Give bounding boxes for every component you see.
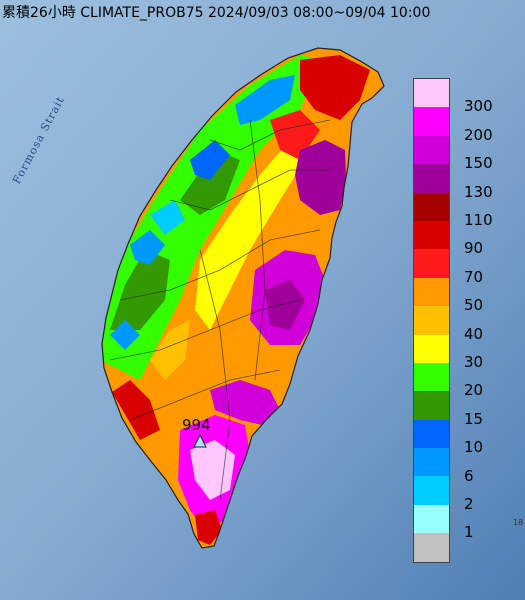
legend-swatch <box>414 164 449 193</box>
legend-label: 20 <box>464 381 484 400</box>
legend-swatch <box>414 504 449 534</box>
legend-label: 6 <box>464 466 474 485</box>
legend-swatch <box>414 334 449 363</box>
legend-label: 40 <box>464 324 484 343</box>
legend-label: 70 <box>464 267 484 286</box>
legend-swatch <box>414 135 449 165</box>
legend-swatch <box>414 476 449 505</box>
legend-label: 130 <box>464 182 493 201</box>
legend-swatch <box>414 306 449 335</box>
legend-label: 200 <box>464 125 493 144</box>
legend-swatch <box>414 277 449 307</box>
legend-swatch <box>414 362 449 392</box>
max-rainfall-label: 994 <box>182 416 211 434</box>
corner-fragment: 18 <box>513 518 524 527</box>
legend-label: 2 <box>464 495 474 513</box>
legend-swatch <box>414 220 449 250</box>
color-legend <box>413 78 450 563</box>
legend-swatch <box>414 79 449 108</box>
legend-label: 300 <box>464 97 493 116</box>
legend-swatch <box>414 419 449 449</box>
legend-label: 90 <box>464 239 484 258</box>
legend-swatch <box>414 448 449 477</box>
legend-label: 150 <box>464 154 493 173</box>
legend-label: 50 <box>464 296 484 315</box>
legend-swatch <box>414 533 449 562</box>
legend-swatch <box>414 107 449 136</box>
legend-label: 1 <box>464 523 474 542</box>
legend-label: 10 <box>464 438 484 457</box>
legend-swatch <box>414 391 449 420</box>
map-title: 累積26小時 CLIMATE_PROB75 2024/09/03 08:00~0… <box>2 5 431 21</box>
legend-label: 110 <box>464 211 493 229</box>
legend-label: 15 <box>464 409 484 428</box>
legend-swatch <box>414 249 449 278</box>
legend-label: 30 <box>464 353 484 371</box>
legend-swatch <box>414 192 449 221</box>
max-triangle-icon <box>193 434 207 448</box>
